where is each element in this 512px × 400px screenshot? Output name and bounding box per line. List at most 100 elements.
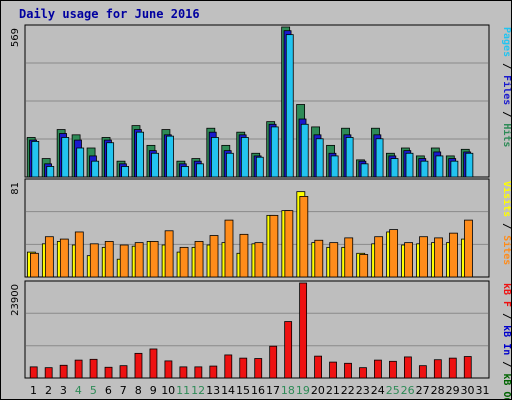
x-day-label-28: 28 <box>431 384 445 397</box>
y-axis-max-label-1: 569 <box>10 28 21 47</box>
pages-bar-day-8 <box>136 131 144 178</box>
legend-kbytes: kB F / kB In / kB Out <box>501 283 511 399</box>
x-day-label-17: 17 <box>266 384 280 397</box>
pages-bar-day-16 <box>255 156 264 178</box>
pages-bar-day-26 <box>405 152 414 178</box>
legend-part: / <box>501 57 511 75</box>
pages-bar-day-6 <box>106 142 115 178</box>
pages-bar-day-25 <box>390 158 399 178</box>
legend-part: / <box>501 105 511 123</box>
pages-bar-day-13 <box>211 137 219 178</box>
x-day-label-11: 11 <box>176 384 190 397</box>
pages-bar-day-22 <box>345 137 354 178</box>
legend-part: Sites <box>501 235 511 265</box>
kb-f-bar-day-21 <box>329 361 337 379</box>
pages-bar-day-21 <box>330 155 339 178</box>
kb-f-bar-day-16 <box>254 358 263 379</box>
pages-bar-day-1 <box>31 141 40 178</box>
legend-part: kB Out <box>501 373 511 399</box>
pages-bar-day-17 <box>270 126 279 178</box>
kb-f-bar-day-22 <box>344 362 352 379</box>
pages-bar-day-2 <box>46 166 55 178</box>
sites-bar-day-11 <box>179 246 189 278</box>
kb-f-bar-day-20 <box>314 355 322 379</box>
legend-part: Visits <box>501 181 511 217</box>
pages-bar-day-29 <box>450 160 459 178</box>
pages-bar-day-15 <box>240 137 249 178</box>
sites-bar-day-23 <box>359 254 369 278</box>
pages-bar-day-4 <box>76 147 85 178</box>
x-day-label-19: 19 <box>296 384 310 397</box>
kb-f-bar-day-30 <box>463 356 472 379</box>
sites-bar-day-10 <box>164 230 174 278</box>
pages-bar-day-20 <box>315 138 324 178</box>
x-day-label-14: 14 <box>221 384 235 397</box>
kb-f-bar-day-23 <box>359 367 367 379</box>
x-day-label-4: 4 <box>75 384 82 397</box>
kb-f-bar-day-2 <box>44 367 53 379</box>
kb-f-bar-day-4 <box>74 359 83 379</box>
kb-f-bar-day-27 <box>418 365 427 379</box>
legend-part: kB F <box>501 283 511 307</box>
x-day-label-24: 24 <box>371 384 385 397</box>
sites-bar-day-20 <box>314 239 324 278</box>
sites-bar-day-2 <box>44 236 54 278</box>
kb-f-bar-day-28 <box>433 359 442 379</box>
x-day-label-29: 29 <box>446 384 460 397</box>
sites-bar-day-27 <box>419 236 428 278</box>
x-day-label-1: 1 <box>30 384 37 397</box>
pages-bar-day-11 <box>181 166 189 178</box>
legend-hits: Pages / Files / Hits <box>501 27 511 147</box>
pages-bar-day-19 <box>300 123 309 178</box>
kb-f-bar-day-17 <box>269 345 278 379</box>
x-day-label-22: 22 <box>341 384 355 397</box>
sites-bar-day-19 <box>299 196 309 278</box>
sites-bar-day-29 <box>449 232 458 278</box>
sites-bar-day-17 <box>269 214 279 278</box>
kb-f-bar-day-11 <box>179 366 188 379</box>
x-day-label-2: 2 <box>45 384 52 397</box>
sites-bar-day-12 <box>194 241 204 278</box>
kb-f-bar-day-1 <box>29 366 38 379</box>
x-day-label-20: 20 <box>311 384 325 397</box>
kb-f-bar-day-3 <box>59 364 68 379</box>
kb-f-bar-day-29 <box>448 357 457 379</box>
x-day-label-13: 13 <box>206 384 220 397</box>
sites-bar-day-24 <box>374 236 384 278</box>
x-day-label-9: 9 <box>150 384 157 397</box>
sites-bar-day-3 <box>59 238 69 278</box>
legend-part: kB In <box>501 325 511 355</box>
kb-f-bar-day-15 <box>239 357 248 379</box>
sites-bar-day-4 <box>74 231 84 278</box>
sites-bar-day-15 <box>239 233 249 278</box>
sites-bar-day-30 <box>464 219 473 278</box>
x-day-label-26: 26 <box>401 384 415 397</box>
x-day-label-16: 16 <box>251 384 265 397</box>
legend-part: / <box>501 217 511 235</box>
kb-f-bar-day-14 <box>224 354 233 379</box>
pages-bar-day-18 <box>285 34 294 178</box>
x-day-label-6: 6 <box>105 384 112 397</box>
sites-bar-day-21 <box>329 242 339 278</box>
kb-f-bar-day-7 <box>119 365 128 379</box>
pages-bar-day-14 <box>225 152 234 178</box>
sites-bar-day-13 <box>209 235 219 278</box>
x-day-label-8: 8 <box>135 384 142 397</box>
x-day-label-25: 25 <box>386 384 400 397</box>
sites-bar-day-1 <box>29 252 39 278</box>
pages-bar-day-24 <box>375 138 384 178</box>
sites-bar-day-6 <box>104 241 114 278</box>
sites-bar-day-25 <box>389 229 399 278</box>
sites-bar-day-26 <box>404 242 413 278</box>
legend-part: Hits <box>501 123 511 147</box>
x-day-label-30: 30 <box>461 384 475 397</box>
x-day-label-18: 18 <box>281 384 295 397</box>
kb-f-bar-day-10 <box>164 360 173 379</box>
pages-bar-day-12 <box>196 163 204 178</box>
sites-bar-day-28 <box>434 237 443 278</box>
legend-part: / <box>501 355 511 373</box>
kb-f-bar-day-26 <box>403 356 412 379</box>
kb-f-bar-day-8 <box>134 352 143 379</box>
